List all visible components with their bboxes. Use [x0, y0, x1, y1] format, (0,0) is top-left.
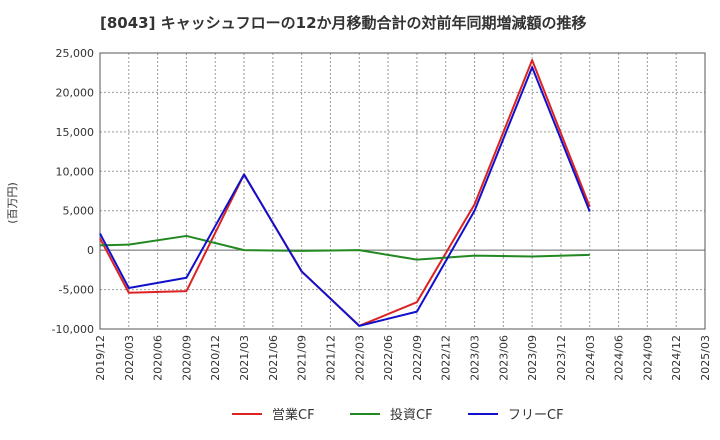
- x-tick-label: 2024/12: [670, 335, 683, 381]
- x-tick-label: 2019/12: [94, 335, 107, 381]
- x-tick-label: 2024/06: [613, 335, 626, 381]
- x-tick-label: 2022/06: [382, 335, 395, 381]
- legend-label: 投資CF: [390, 407, 433, 423]
- y-tick-label: -5,000: [59, 284, 94, 297]
- x-tick-label: 2023/06: [497, 335, 510, 381]
- x-tick-label: 2023/03: [469, 335, 482, 381]
- series-lines: [99, 59, 591, 327]
- x-tick-label: 2023/12: [555, 335, 568, 381]
- y-tick-label: -10,000: [52, 323, 94, 336]
- x-tick-label: 2020/06: [152, 335, 165, 381]
- series-line: [99, 234, 590, 261]
- y-axis: 25,000 20,000 15,000 10,000 5,000 0 -5,000 -10,…: [52, 47, 94, 336]
- series-line: [99, 59, 591, 327]
- x-tick-label: 2021/09: [296, 335, 309, 381]
- chart-title: [8043] キャッシュフローの12か月移動合計の対前年同期増減額の推移: [100, 14, 587, 32]
- x-tick-label: 2021/12: [324, 335, 337, 381]
- x-tick-label: 2021/03: [238, 335, 251, 381]
- x-tick-label: 2022/03: [353, 335, 366, 381]
- x-tick-label: 2022/12: [440, 335, 453, 381]
- legend: 営業CF 投資CF フリーCF: [232, 407, 564, 423]
- x-tick-label: 2022/09: [411, 335, 424, 381]
- x-axis: 2019/12 2020/03 2020/06 2020/09 2020/12 2021/…: [94, 335, 712, 381]
- x-tick-label: 2020/03: [123, 335, 136, 381]
- y-tick-label: 15,000: [56, 126, 95, 139]
- plot-frame: [99, 52, 706, 330]
- y-tick-label: 20,000: [56, 86, 95, 99]
- series-line: [99, 66, 591, 327]
- x-tick-label: 2024/09: [641, 335, 654, 381]
- grid: [99, 52, 706, 330]
- x-tick-label: 2025/03: [699, 335, 712, 381]
- y-tick-label: 10,000: [56, 165, 95, 178]
- y-tick-label: 5,000: [63, 205, 95, 218]
- x-tick-label: 2020/09: [180, 335, 193, 381]
- x-tick-label: 2020/12: [209, 335, 222, 381]
- x-tick-label: 2023/09: [526, 335, 539, 381]
- x-tick-label: 2024/03: [584, 335, 597, 381]
- y-tick-label: 0: [87, 244, 94, 257]
- y-tick-label: 25,000: [56, 47, 95, 60]
- x-tick-label: 2021/06: [267, 335, 280, 381]
- legend-label: 営業CF: [272, 407, 315, 423]
- legend-label: フリーCF: [508, 408, 564, 423]
- y-axis-label: (百万円): [6, 182, 19, 224]
